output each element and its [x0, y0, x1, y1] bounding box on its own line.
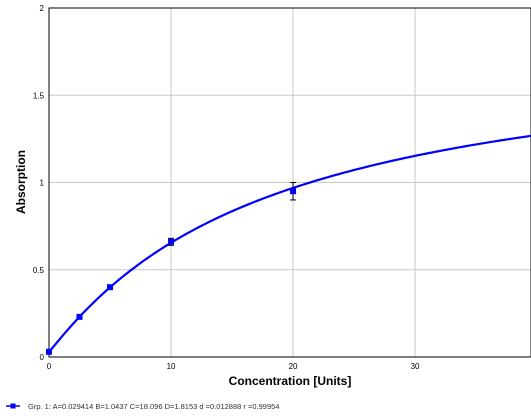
y-tick-label: 2 [40, 4, 45, 13]
data-point [290, 188, 296, 194]
x-axis-title: Concentration [Units] [229, 374, 352, 388]
y-tick-label: 1 [40, 179, 45, 188]
x-tick-label: 30 [411, 362, 420, 371]
y-tick-label: 1.5 [33, 91, 45, 100]
fit-curve-group [49, 136, 531, 352]
data-point [107, 284, 113, 290]
fit-curve [49, 136, 531, 352]
data-point [77, 314, 83, 320]
x-tick-label: 10 [167, 362, 176, 371]
x-tick-label: 0 [47, 362, 52, 371]
data-point [46, 349, 52, 355]
legend-text: Grp. 1: A=0.029414 B=1.0437 C=18.096 D=1… [28, 402, 279, 411]
axis-ticks: 0 10 20 30 0 0.5 1 1.5 2 [33, 4, 420, 371]
data-point [168, 239, 174, 245]
legend-marker-icon [11, 404, 16, 409]
x-tick-label: 20 [289, 362, 298, 371]
y-tick-label: 0.5 [33, 266, 45, 275]
y-tick-label: 0 [40, 353, 45, 362]
legend: Grp. 1: A=0.029414 B=1.0437 C=18.096 D=1… [6, 402, 279, 411]
y-axis-title: Absorption [14, 150, 28, 214]
grid [49, 8, 531, 357]
